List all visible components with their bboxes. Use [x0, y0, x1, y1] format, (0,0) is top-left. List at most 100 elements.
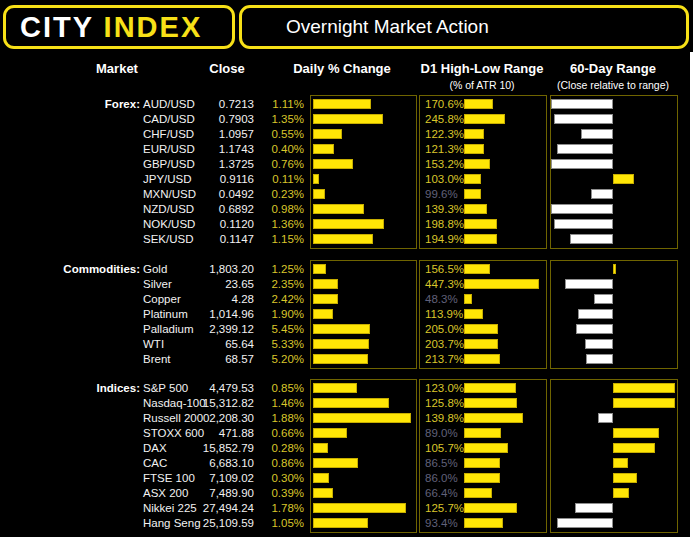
close-value: 1,803.20	[163, 262, 254, 277]
sixty-day-range-bar	[613, 428, 659, 438]
column-header-daily-pct-change: Daily % Change	[272, 61, 412, 76]
d1-pct-value: 103.0%	[425, 172, 464, 187]
sixty-day-range-bar	[613, 383, 675, 393]
d1-pct-value: 447.3%	[425, 277, 464, 292]
d1-range-bar	[464, 443, 508, 453]
sixty-day-range-bar	[570, 234, 613, 244]
daily-pct-value: 1.11%	[256, 97, 304, 112]
daily-pct-value: 2.42%	[256, 292, 304, 307]
daily-pct-value: 0.76%	[256, 157, 304, 172]
daily-change-bar	[313, 488, 333, 498]
daily-pct-value: 0.86%	[256, 456, 304, 471]
sixty-day-range-bar	[613, 473, 637, 483]
d1-pct-value: 122.3%	[425, 127, 464, 142]
sixty-day-range-bar	[554, 219, 614, 229]
daily-pct-value: 0.11%	[256, 172, 304, 187]
sixty-day-range-bar	[554, 114, 614, 124]
sixty-day-range-bar	[613, 398, 675, 408]
d1-pct-value: 86.0%	[425, 471, 458, 486]
close-value: 0.9116	[163, 172, 254, 187]
daily-pct-value: 0.85%	[256, 381, 304, 396]
d1-range-bar	[464, 189, 481, 199]
sixty-day-range-chart-box	[550, 379, 678, 533]
sixty-day-range-bar	[557, 518, 613, 528]
d1-range-chart-box: 156.5%447.3%48.3%113.9%205.0%203.7%213.7…	[419, 260, 547, 369]
close-value: 68.57	[163, 352, 254, 367]
daily-pct-value: 5.33%	[256, 337, 304, 352]
close-value: 2,399.12	[163, 322, 254, 337]
daily-pct-value: 1.35%	[256, 112, 304, 127]
close-value: 2,208.30	[163, 411, 254, 426]
daily-pct-value: 1.15%	[256, 232, 304, 247]
column-subheader-close-relative: (Close relative to range)	[536, 79, 690, 91]
daily-pct-value: 1.25%	[256, 262, 304, 277]
close-value: 0.7903	[163, 112, 254, 127]
sixty-day-range-bar	[613, 264, 616, 274]
d1-range-bar	[464, 114, 505, 124]
d1-pct-value: 121.3%	[425, 142, 464, 157]
section-label: Indices:	[20, 381, 140, 396]
daily-change-bar	[313, 129, 342, 139]
d1-pct-value: 86.5%	[425, 456, 458, 471]
close-value: 6,683.10	[163, 456, 254, 471]
daily-change-bar	[313, 294, 338, 304]
sixty-day-range-bar	[613, 443, 655, 453]
close-value: 15,312.82	[163, 396, 254, 411]
daily-change-bar	[313, 114, 383, 124]
close-value: 65.64	[163, 337, 254, 352]
close-value: 471.88	[163, 426, 254, 441]
daily-change-bar	[313, 518, 368, 528]
close-value: 1.0957	[163, 127, 254, 142]
d1-pct-value: 48.3%	[425, 292, 458, 307]
daily-pct-value: 1.36%	[256, 217, 304, 232]
d1-pct-value: 99.6%	[425, 187, 458, 202]
d1-pct-value: 113.9%	[425, 307, 463, 322]
d1-pct-value: 139.8%	[425, 411, 464, 426]
daily-change-bar	[313, 234, 373, 244]
sixty-day-range-bar	[613, 488, 629, 498]
close-value: 25,109.59	[163, 516, 254, 531]
daily-pct-value: 5.20%	[256, 352, 304, 367]
d1-range-bar	[464, 518, 503, 528]
sixty-day-range-bar	[586, 354, 613, 364]
d1-range-bar	[464, 503, 517, 513]
daily-pct-value: 1.78%	[256, 501, 304, 516]
daily-change-bar	[313, 413, 411, 423]
logo-text: CITY INDEX	[20, 11, 202, 44]
close-value: 1.1743	[163, 142, 254, 157]
daily-pct-value: 1.05%	[256, 516, 304, 531]
sixty-day-range-bar	[551, 159, 613, 169]
daily-pct-value: 1.90%	[256, 307, 304, 322]
daily-change-chart-box	[310, 95, 417, 249]
daily-change-bar	[313, 159, 353, 169]
daily-pct-value: 1.46%	[256, 396, 304, 411]
city-index-logo: CITY INDEX	[3, 5, 235, 49]
d1-pct-value: 170.6%	[425, 97, 464, 112]
d1-range-bar	[464, 458, 500, 468]
d1-range-bar	[464, 129, 484, 139]
daily-change-bar	[313, 458, 358, 468]
daily-change-bar	[313, 174, 319, 184]
d1-range-bar	[464, 413, 523, 423]
close-value: 15,852.79	[163, 441, 254, 456]
d1-range-bar	[464, 398, 517, 408]
daily-change-bar	[313, 264, 326, 274]
section-label: Commodities:	[20, 262, 140, 277]
daily-change-bar	[313, 398, 389, 408]
d1-pct-value: 93.4%	[425, 516, 458, 531]
daily-change-bar	[313, 309, 333, 319]
d1-pct-value: 153.2%	[425, 157, 464, 172]
column-header-60-day-range: 60-Day Range	[538, 61, 688, 76]
d1-pct-value: 245.8%	[425, 112, 464, 127]
daily-change-chart-box	[310, 379, 417, 533]
sixty-day-range-bar	[551, 204, 613, 214]
daily-pct-value: 0.55%	[256, 127, 304, 142]
close-value: 0.1120	[163, 217, 254, 232]
close-value: 0.6892	[163, 202, 254, 217]
close-value: 7,109.02	[163, 471, 254, 486]
sixty-day-range-bar	[585, 339, 614, 349]
close-value: 0.1147	[163, 232, 254, 247]
daily-change-bar	[313, 219, 384, 229]
daily-pct-value: 0.66%	[256, 426, 304, 441]
sixty-day-range-chart-box	[550, 260, 678, 369]
